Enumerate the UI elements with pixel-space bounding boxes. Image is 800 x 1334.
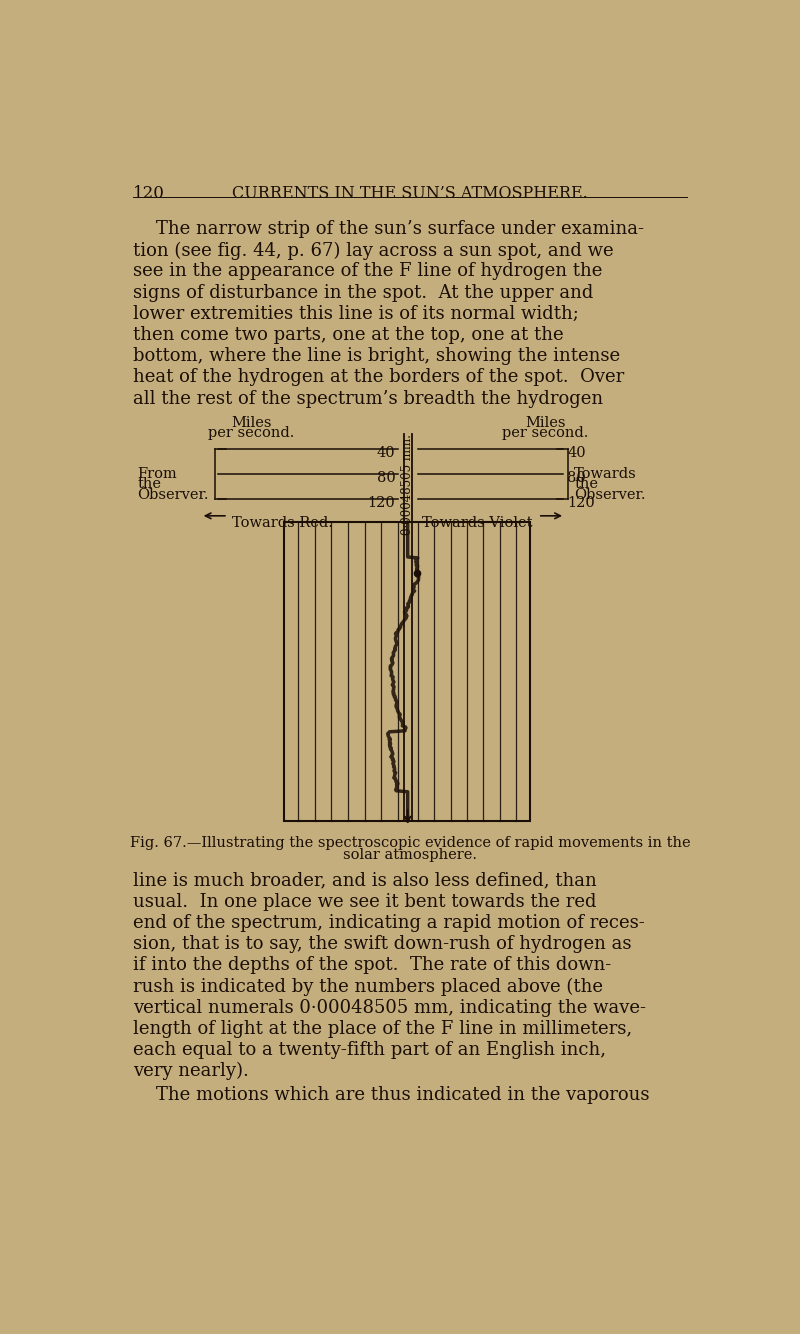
- Text: Miles: Miles: [526, 416, 566, 430]
- Text: vertical numerals 0·00048505 mm, indicating the wave-: vertical numerals 0·00048505 mm, indicat…: [133, 999, 646, 1017]
- Text: 80: 80: [377, 471, 395, 486]
- Text: lower extremities this line is of its normal width;: lower extremities this line is of its no…: [133, 305, 578, 323]
- Text: rush is indicated by the numbers placed above (the: rush is indicated by the numbers placed …: [133, 978, 602, 995]
- Text: Towards Red.: Towards Red.: [232, 516, 333, 530]
- Text: The motions which are thus indicated in the vaporous: The motions which are thus indicated in …: [133, 1086, 649, 1105]
- Text: per second.: per second.: [502, 427, 589, 440]
- Text: sion, that is to say, the swift down-rush of hydrogen as: sion, that is to say, the swift down-rus…: [133, 935, 631, 952]
- Text: From: From: [138, 467, 177, 480]
- Text: Towards Violet: Towards Violet: [422, 516, 532, 530]
- Text: heat of the hydrogen at the borders of the spot.  Over: heat of the hydrogen at the borders of t…: [133, 368, 624, 387]
- Text: Towards: Towards: [574, 467, 637, 480]
- Text: the: the: [138, 478, 161, 491]
- Text: per second.: per second.: [208, 427, 294, 440]
- Text: solar atmosphere.: solar atmosphere.: [343, 848, 477, 863]
- Text: length of light at the place of the F line in millimeters,: length of light at the place of the F li…: [133, 1019, 632, 1038]
- Text: Fig. 67.—Illustrating the spectroscopic evidence of rapid movements in the: Fig. 67.—Illustrating the spectroscopic …: [130, 836, 690, 850]
- Text: then come two parts, one at the top, one at the: then come two parts, one at the top, one…: [133, 325, 563, 344]
- Text: bottom, where the line is bright, showing the intense: bottom, where the line is bright, showin…: [133, 347, 620, 366]
- Text: see in the appearance of the F line of hydrogen the: see in the appearance of the F line of h…: [133, 263, 602, 280]
- Text: Observer.: Observer.: [138, 488, 209, 502]
- Text: signs of disturbance in the spot.  At the upper and: signs of disturbance in the spot. At the…: [133, 284, 593, 301]
- Text: Observer.: Observer.: [574, 488, 646, 502]
- Text: the: the: [574, 478, 598, 491]
- Text: 0·00048505 mm.: 0·00048505 mm.: [401, 434, 414, 535]
- Text: line is much broader, and is also less defined, than: line is much broader, and is also less d…: [133, 871, 596, 890]
- Text: end of the spectrum, indicating a rapid motion of reces-: end of the spectrum, indicating a rapid …: [133, 914, 644, 932]
- Text: very nearly).: very nearly).: [133, 1062, 249, 1081]
- Text: 120: 120: [133, 184, 165, 201]
- Text: if into the depths of the spot.  The rate of this down-: if into the depths of the spot. The rate…: [133, 956, 611, 974]
- Text: tion (see fig. 44, p. 67) lay across a sun spot, and we: tion (see fig. 44, p. 67) lay across a s…: [133, 241, 613, 260]
- Text: 40: 40: [567, 446, 586, 460]
- Text: The narrow strip of the sun’s surface under examina-: The narrow strip of the sun’s surface un…: [133, 220, 643, 239]
- Bar: [285, 522, 530, 820]
- Text: 120: 120: [567, 496, 595, 510]
- Text: 80: 80: [567, 471, 586, 486]
- Text: each equal to a twenty-fifth part of an English inch,: each equal to a twenty-fifth part of an …: [133, 1041, 606, 1059]
- Text: all the rest of the spectrum’s breadth the hydrogen: all the rest of the spectrum’s breadth t…: [133, 390, 602, 408]
- Text: 40: 40: [377, 446, 395, 460]
- Text: CURRENTS IN THE SUN’S ATMOSPHERE.: CURRENTS IN THE SUN’S ATMOSPHERE.: [232, 184, 588, 201]
- Text: Miles: Miles: [231, 416, 271, 430]
- Text: usual.  In one place we see it bent towards the red: usual. In one place we see it bent towar…: [133, 892, 596, 911]
- Text: 120: 120: [367, 496, 395, 510]
